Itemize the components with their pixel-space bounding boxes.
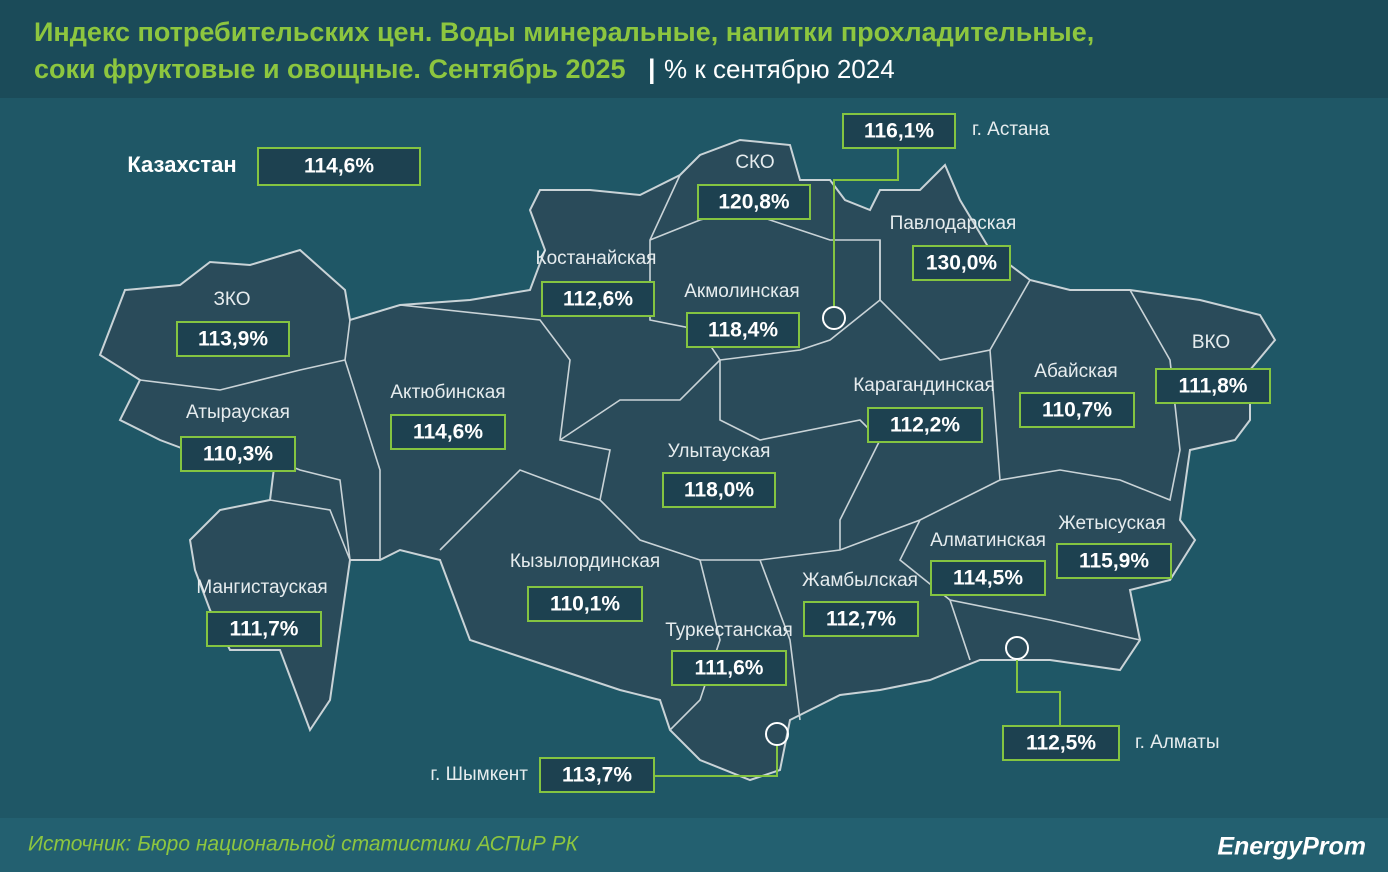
value-label: 118,0% bbox=[684, 479, 754, 502]
value-box bbox=[527, 586, 643, 622]
value-box bbox=[541, 281, 655, 317]
city-marker bbox=[822, 306, 846, 330]
value-box bbox=[206, 611, 322, 647]
region-name: Алматинская bbox=[930, 530, 1046, 551]
region-name: Костанайская bbox=[536, 248, 657, 269]
value-box bbox=[697, 184, 811, 220]
region-name: ЗКО bbox=[213, 289, 250, 310]
connector bbox=[654, 746, 778, 777]
value-label: 113,7% bbox=[562, 764, 632, 787]
value-box bbox=[390, 414, 506, 450]
value-label: 114,5% bbox=[953, 567, 1023, 590]
region-name: Кызылординская bbox=[510, 551, 660, 572]
logo: EnergyProm bbox=[1217, 833, 1366, 861]
value-label: 130,0% bbox=[926, 252, 998, 275]
region-name: Мангистауская bbox=[196, 577, 327, 598]
value-label: 118,4% bbox=[708, 319, 778, 342]
value-label: 112,6% bbox=[563, 288, 633, 311]
value-label: 115,9% bbox=[1079, 550, 1149, 573]
value-label: 111,7% bbox=[230, 618, 299, 641]
value-label: 111,8% bbox=[1179, 375, 1248, 398]
region-name: Акмолинская bbox=[684, 281, 799, 302]
value-box bbox=[176, 321, 290, 357]
region-name: Карагандинская bbox=[853, 375, 995, 396]
header-band bbox=[0, 0, 1388, 98]
region-name: Туркестанская bbox=[665, 620, 793, 641]
value-box bbox=[930, 560, 1046, 596]
region-name: Жетысуская bbox=[1058, 513, 1165, 534]
region-name: Атырауская bbox=[186, 402, 290, 423]
value-label: 116,1% bbox=[864, 120, 934, 143]
value-label: 112,7% bbox=[826, 608, 896, 631]
title-line: соки фруктовые и овощные. Сентябрь 2025 bbox=[34, 54, 626, 84]
value-box bbox=[1056, 543, 1172, 579]
subtitle: % к сентябрю 2024 bbox=[664, 54, 895, 84]
value-label: 113,9% bbox=[198, 328, 268, 351]
region-name: ВКО bbox=[1192, 332, 1230, 353]
region-name: Павлодарская bbox=[890, 213, 1017, 234]
region-name: Жамбылская bbox=[802, 570, 918, 591]
connector bbox=[1016, 660, 1061, 726]
title-line: Индекс потребительских цен. Воды минерал… bbox=[34, 17, 1094, 47]
country-value-box bbox=[257, 147, 421, 186]
value-label: 114,6% bbox=[413, 421, 483, 444]
value-box bbox=[1019, 392, 1135, 428]
value-label: 112,2% bbox=[890, 414, 960, 437]
value-box bbox=[803, 601, 919, 637]
value-box bbox=[686, 312, 800, 348]
value-box bbox=[662, 472, 776, 508]
value-label: 110,3% bbox=[203, 443, 273, 466]
region-name: Актюбинская bbox=[390, 382, 505, 403]
value-box bbox=[1155, 368, 1271, 404]
value-label: 112,5% bbox=[1026, 732, 1096, 755]
value-label: 110,7% bbox=[1042, 399, 1112, 422]
value-box bbox=[539, 757, 655, 793]
country-name: Казахстан bbox=[127, 152, 236, 177]
value-box bbox=[867, 407, 983, 443]
value-label: 120,8% bbox=[718, 191, 790, 214]
city-name: г. Астана bbox=[972, 119, 1050, 140]
value-box bbox=[671, 650, 787, 686]
value-box bbox=[180, 436, 296, 472]
value-box bbox=[912, 245, 1011, 281]
country-value: 114,6% bbox=[304, 155, 374, 178]
value-label: 110,1% bbox=[550, 593, 620, 616]
region-name: Улытауская bbox=[668, 441, 771, 462]
city-name: г. Шымкент bbox=[430, 764, 528, 785]
region-name: Абайская bbox=[1034, 361, 1117, 382]
connector bbox=[833, 148, 899, 306]
region-name: СКО bbox=[735, 152, 774, 173]
value-box bbox=[842, 113, 956, 149]
title-separator: | bbox=[648, 54, 656, 84]
city-marker bbox=[765, 722, 789, 746]
country-outline bbox=[98, 138, 1277, 782]
city-name: г. Алматы bbox=[1135, 732, 1220, 753]
source: Источник: Бюро национальной статистики А… bbox=[28, 833, 580, 856]
value-label: 111,6% bbox=[695, 657, 764, 680]
value-box bbox=[1002, 725, 1120, 761]
city-marker bbox=[1005, 636, 1029, 660]
footer-band bbox=[0, 818, 1388, 872]
